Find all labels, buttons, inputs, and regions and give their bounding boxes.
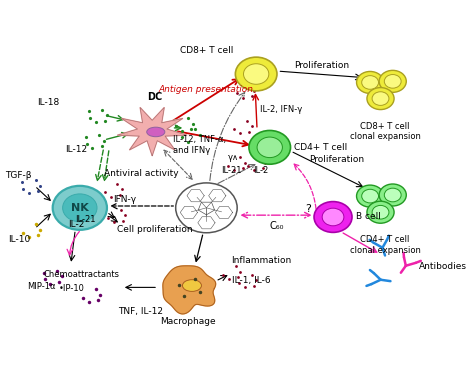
Text: IL-2: IL-2 — [253, 166, 268, 176]
Text: Proliferation: Proliferation — [309, 155, 364, 164]
Text: MIP-1α: MIP-1α — [27, 282, 55, 291]
Text: IL-10: IL-10 — [8, 234, 30, 244]
Text: IL-2, IFN-γ: IL-2, IFN-γ — [260, 106, 302, 114]
Ellipse shape — [147, 127, 165, 137]
Polygon shape — [163, 266, 216, 314]
Circle shape — [236, 57, 277, 91]
Text: IL-21: IL-21 — [75, 215, 96, 224]
Polygon shape — [118, 107, 187, 156]
Circle shape — [249, 131, 291, 164]
Text: TNF, IL-12: TNF, IL-12 — [118, 307, 164, 316]
Text: •IP-10: •IP-10 — [59, 284, 84, 293]
Circle shape — [244, 64, 269, 84]
Text: IL-2: IL-2 — [68, 220, 85, 229]
Text: CD8+ T cell
clonal expansion: CD8+ T cell clonal expansion — [350, 122, 420, 141]
Circle shape — [379, 70, 406, 92]
Text: Proliferation: Proliferation — [294, 61, 349, 70]
Text: Cell proliferation: Cell proliferation — [118, 225, 193, 234]
Text: IL-12: IL-12 — [65, 145, 88, 154]
Text: IL-18: IL-18 — [37, 98, 59, 107]
Circle shape — [362, 189, 379, 203]
Text: Chemoattractants: Chemoattractants — [44, 270, 119, 279]
Text: IL-1, IL-6: IL-1, IL-6 — [232, 276, 271, 286]
Text: CD4+ T cell: CD4+ T cell — [294, 143, 347, 152]
Circle shape — [176, 183, 237, 233]
Text: B cell: B cell — [356, 212, 381, 222]
Circle shape — [367, 88, 394, 110]
Circle shape — [356, 185, 383, 207]
Circle shape — [356, 71, 383, 93]
Text: IL-21: IL-21 — [221, 166, 242, 176]
Text: IFN-γ: IFN-γ — [113, 195, 136, 204]
Circle shape — [384, 188, 401, 202]
Circle shape — [372, 92, 389, 105]
Text: Antibodies: Antibodies — [419, 262, 467, 271]
Text: Antiviral activity: Antiviral activity — [104, 169, 178, 177]
Text: NK: NK — [71, 203, 89, 213]
Circle shape — [53, 186, 107, 230]
Circle shape — [384, 75, 401, 88]
Circle shape — [322, 208, 344, 226]
Circle shape — [362, 76, 379, 89]
Text: Macrophage: Macrophage — [161, 317, 216, 326]
Text: CD4+ T cell
clonal expansion: CD4+ T cell clonal expansion — [350, 235, 420, 255]
Text: TGF-β: TGF-β — [5, 171, 31, 180]
Circle shape — [372, 205, 389, 219]
Circle shape — [379, 184, 406, 206]
Text: CD8+ T cell: CD8+ T cell — [180, 46, 233, 55]
Text: Inflammation: Inflammation — [231, 256, 292, 265]
Circle shape — [367, 201, 394, 223]
Text: Antigen presentation: Antigen presentation — [159, 85, 254, 94]
Circle shape — [314, 202, 352, 233]
Text: γ∧: γ∧ — [228, 153, 239, 162]
Text: C₆₀: C₆₀ — [269, 221, 284, 231]
Circle shape — [257, 137, 283, 158]
Text: ?: ? — [305, 204, 311, 214]
Circle shape — [63, 194, 97, 222]
Text: DC: DC — [147, 92, 162, 102]
Ellipse shape — [182, 280, 201, 291]
Text: IL-12, TNF-α,
and IFNγ: IL-12, TNF-α, and IFNγ — [173, 135, 227, 155]
